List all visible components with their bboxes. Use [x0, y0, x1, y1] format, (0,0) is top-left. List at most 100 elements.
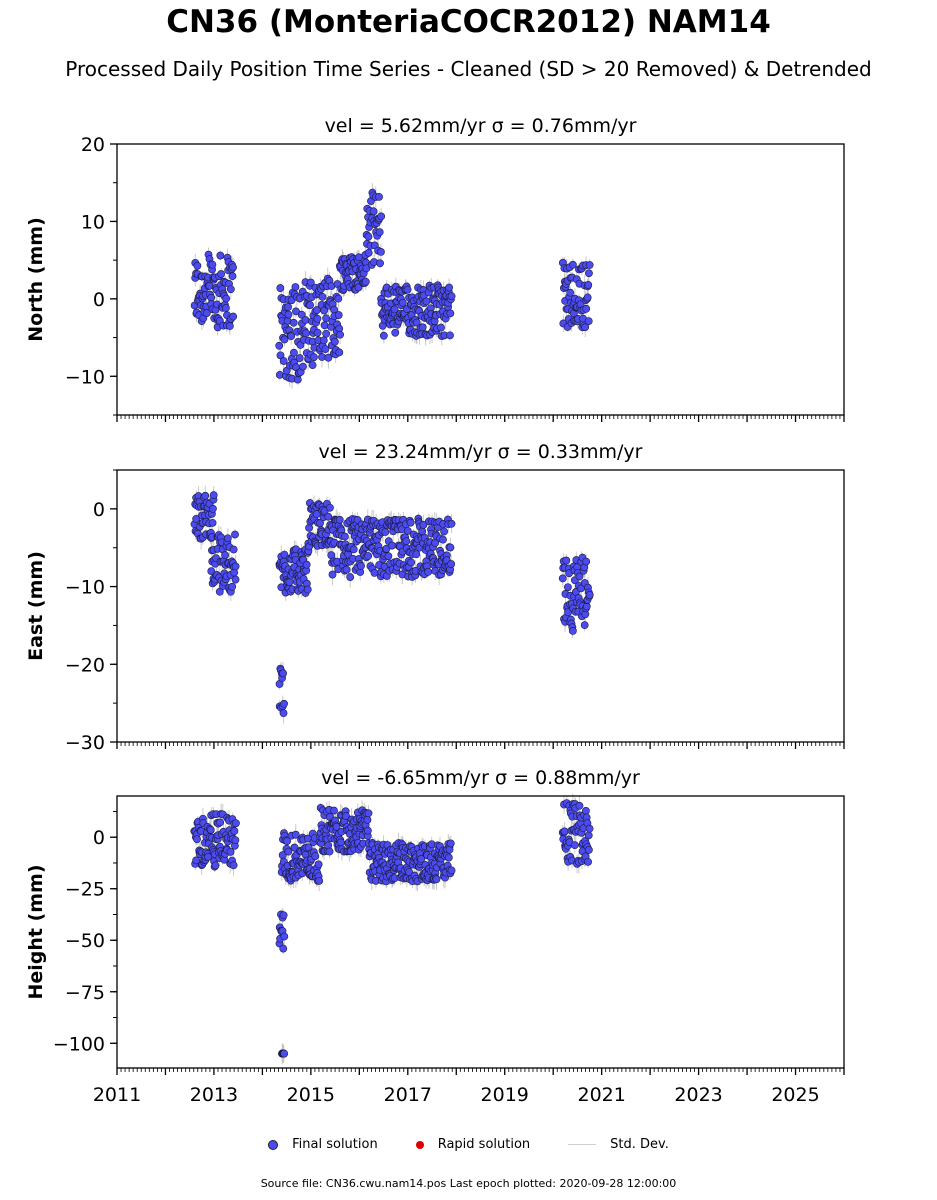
final-solution-point: [363, 816, 372, 824]
final-solution-point: [306, 301, 314, 309]
y-tick-label: −10: [65, 577, 105, 599]
final-solution-point: [304, 843, 313, 852]
final-solution-point: [375, 228, 384, 237]
final-solution-point: [209, 491, 218, 500]
y-tick-label: 0: [93, 499, 105, 521]
final-solution-point: [582, 304, 591, 313]
final-solution-point: [447, 866, 456, 875]
final-solution-point: [284, 303, 292, 311]
final-solution-point: [379, 331, 388, 340]
final-solution-point: [305, 524, 313, 532]
final-solution-point: [208, 260, 217, 269]
legend-rapid-label: Rapid solution: [437, 1137, 531, 1152]
final-solution-point: [279, 944, 288, 953]
final-solution-point: [566, 288, 575, 297]
final-solution-point: [341, 532, 349, 541]
final-solution-point: [275, 341, 284, 350]
final-solution-point: [202, 309, 211, 317]
panel-title: vel = 5.62mm/yr σ = 0.76mm/yr: [325, 115, 637, 137]
final-solution-point: [280, 699, 288, 708]
final-solution-point: [391, 328, 400, 337]
final-solution-point: [279, 709, 288, 718]
final-solution-point: [230, 827, 239, 835]
final-solution-point: [447, 519, 456, 528]
final-solution-point: [308, 361, 317, 369]
final-solution-point: [580, 621, 589, 630]
final-solution-point: [211, 861, 220, 870]
y-tick-label: −20: [65, 654, 105, 676]
final-solution-point: [280, 335, 289, 344]
final-solution-point: [403, 526, 412, 535]
final-solution-point: [232, 819, 240, 828]
legend-std: Std. Dev.: [568, 1137, 669, 1152]
final-solution-marker-icon: [268, 1139, 279, 1150]
final-solution-point: [560, 827, 569, 836]
final-solution-point: [320, 321, 329, 330]
final-solution-point: [446, 543, 455, 552]
data-points: [190, 793, 594, 1065]
data-points: [190, 183, 594, 389]
final-solution-point: [570, 841, 579, 850]
final-solution-point: [289, 318, 298, 327]
std-dev-bars: [193, 793, 591, 1065]
final-solution-point: [302, 560, 311, 569]
final-solution-point: [412, 318, 421, 327]
y-tick-label: 10: [81, 211, 105, 233]
final-solution-point: [310, 353, 318, 362]
final-solution-point: [226, 847, 235, 856]
final-solution-point: [575, 572, 584, 581]
final-solution-point: [319, 336, 328, 345]
final-solution-point: [342, 812, 350, 820]
final-solution-point: [364, 552, 373, 560]
final-solution-point: [388, 541, 396, 550]
y-tick-label: −10: [65, 366, 105, 388]
final-solution-point: [381, 528, 390, 536]
final-solution-point: [311, 852, 320, 860]
final-solution-point: [440, 527, 449, 536]
x-tick-label: 2017: [384, 1084, 432, 1106]
final-solution-point: [206, 825, 215, 834]
final-solution-point: [324, 353, 333, 362]
final-solution-point: [285, 578, 294, 586]
final-solution-point: [568, 260, 577, 269]
final-solution-point: [418, 323, 427, 332]
final-solution-point: [361, 277, 370, 286]
y-tick-label: 0: [93, 289, 105, 311]
final-solution-point: [231, 562, 240, 571]
y-tick-label: −50: [65, 930, 105, 952]
final-solution-point: [326, 503, 334, 512]
final-solution-point: [279, 357, 288, 365]
x-tick-label: 2021: [577, 1084, 625, 1106]
final-solution-point: [231, 836, 240, 845]
final-solution-point: [313, 328, 322, 337]
final-solution-point: [584, 857, 592, 866]
panel-3: vel = -6.65mm/yr σ = 0.88mm/yr Height (mm…: [25, 767, 845, 1106]
final-solution-point: [406, 518, 415, 527]
final-solution-point: [231, 530, 239, 539]
final-solution-point: [228, 582, 237, 591]
final-solution-point: [325, 847, 334, 856]
y-tick-label: 20: [81, 134, 105, 156]
legend-final-label: Final solution: [292, 1137, 378, 1152]
final-solution-point: [575, 801, 584, 810]
final-solution-point: [207, 567, 216, 576]
final-solution-point: [331, 337, 339, 346]
final-solution-point: [289, 348, 298, 357]
final-solution-point: [279, 669, 287, 678]
final-solution-point: [192, 856, 201, 865]
final-solution-point: [446, 839, 455, 848]
final-solution-point: [216, 818, 225, 827]
final-solution-point: [585, 261, 594, 269]
final-solution-point: [334, 311, 343, 319]
final-solution-point: [585, 269, 593, 278]
final-solution-point: [384, 552, 393, 561]
final-solution-points: [190, 799, 594, 1058]
final-solution-point: [369, 207, 378, 216]
final-solution-point: [318, 292, 327, 301]
final-solution-point: [330, 806, 338, 815]
final-solution-point: [216, 251, 225, 260]
y-axis-label: Height (mm): [25, 864, 47, 999]
final-solution-point: [313, 314, 322, 323]
final-solution-point: [192, 515, 201, 523]
final-solution-point: [229, 312, 238, 321]
